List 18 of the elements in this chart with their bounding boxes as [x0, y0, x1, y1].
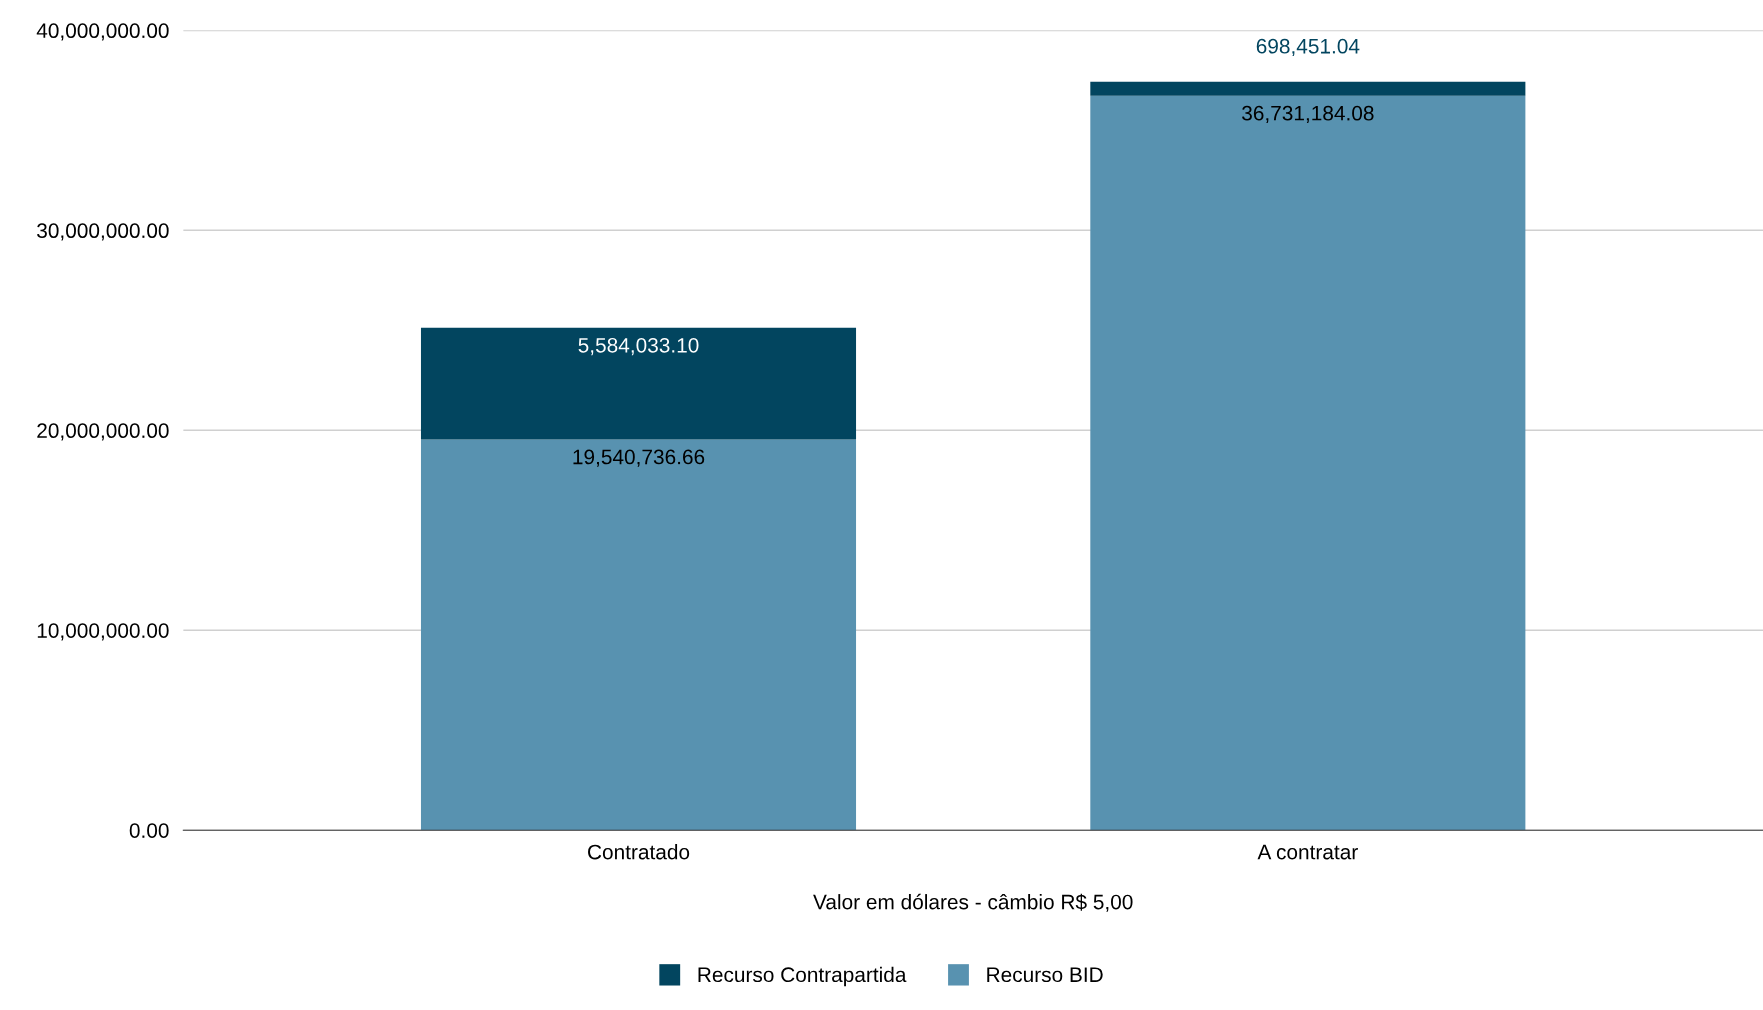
x-tick-label: A contratar: [1257, 844, 1358, 860]
bar: [420, 439, 857, 831]
y-tick-label: 40,000,000.00: [36, 23, 169, 41]
bar: [1090, 95, 1526, 831]
y-tick-label: 10,000,000.00: [37, 623, 169, 641]
y-tick-label: 30,000,000.00: [37, 223, 169, 241]
data-label: 698,451.04: [1256, 38, 1360, 57]
x-tick-label: Contratado: [588, 844, 690, 860]
legend-label: Recurso BID: [987, 967, 1103, 983]
x-axis-title: Valor em dólares - câmbio R$ 5,00: [813, 893, 1133, 912]
data-label: 19,540,736.66: [573, 449, 705, 467]
y-tick-label: 20,000,000.00: [37, 423, 169, 441]
bar: [1090, 81, 1526, 96]
data-label: 36,731,184.08: [1242, 105, 1374, 124]
data-label: 5,584,033.10: [578, 337, 699, 356]
bar: [420, 327, 857, 440]
y-tick-label: 0.00: [129, 823, 169, 838]
legend-label: Recurso Contrapartida: [698, 966, 907, 987]
